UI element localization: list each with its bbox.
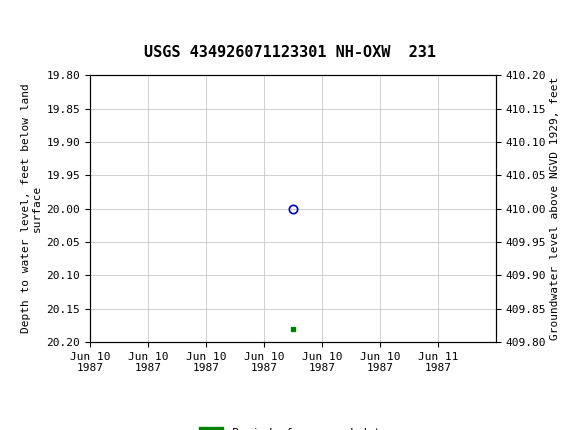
Legend: Period of approved data: Period of approved data (198, 427, 387, 430)
Y-axis label: Groundwater level above NGVD 1929, feet: Groundwater level above NGVD 1929, feet (550, 77, 560, 340)
Text: USGS 434926071123301 NH-OXW  231: USGS 434926071123301 NH-OXW 231 (144, 45, 436, 60)
Text: ≡USGS: ≡USGS (7, 10, 61, 28)
Y-axis label: Depth to water level, feet below land
surface: Depth to water level, feet below land su… (21, 84, 42, 333)
